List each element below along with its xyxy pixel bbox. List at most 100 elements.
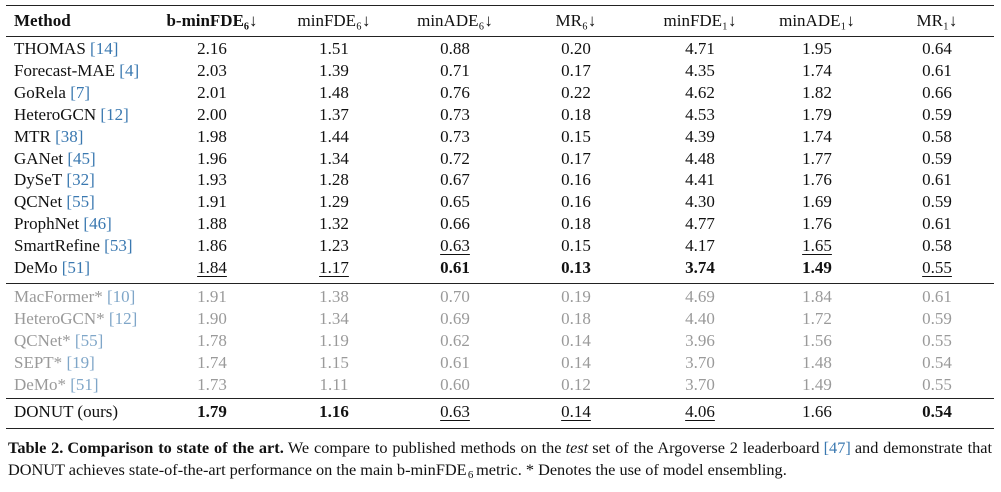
- column-header: Method: [14, 11, 71, 30]
- value-cell: 4.39: [685, 126, 715, 146]
- value-cell: 2.03: [197, 60, 227, 80]
- method-name: SEPT*: [14, 352, 63, 372]
- column-header: minADE₆↓: [417, 11, 493, 30]
- value-cell: 0.73: [440, 126, 470, 146]
- caption-text: We compare to published methods on the: [287, 438, 562, 457]
- value-cell: 3.70: [685, 374, 715, 394]
- value-cell: 1.72: [802, 308, 832, 328]
- value-cell: 1.23: [319, 236, 349, 256]
- value-cell: 1.77: [802, 148, 832, 168]
- citation: [14]: [90, 39, 119, 58]
- method-cell: MTR [38]: [14, 127, 83, 147]
- value-cell: 0.66: [922, 82, 952, 102]
- method-cell: THOMAS [14]: [14, 39, 118, 59]
- citation: [32]: [66, 170, 95, 190]
- method-cell: DONUT (ours): [14, 402, 118, 422]
- value-cell: 0.63: [440, 236, 470, 256]
- column-header: minFDE₁↓: [663, 11, 737, 30]
- value-cell: 1.49: [802, 258, 832, 277]
- caption: Table 2. Comparison to state of the art. W…: [8, 437, 992, 486]
- value-cell: 1.69: [802, 192, 832, 212]
- value-cell: 4.06: [685, 402, 715, 421]
- method-cell: SmartRefine [53]: [14, 236, 133, 256]
- value-cell: 1.74: [802, 60, 832, 80]
- method-name: GoRela: [14, 82, 66, 102]
- value-cell: 1.56: [802, 330, 832, 350]
- value-cell: 1.76: [802, 214, 832, 234]
- method-name: QCNet*: [14, 330, 71, 350]
- method-cell: QCNet [55]: [14, 192, 95, 212]
- value-cell: 1.84: [802, 287, 832, 306]
- value-cell: 1.34: [319, 148, 349, 168]
- value-cell: 0.61: [922, 214, 952, 234]
- value-cell: 4.71: [685, 39, 715, 58]
- value-cell: 0.17: [561, 148, 591, 168]
- value-cell: 0.15: [561, 236, 591, 256]
- value-cell: 1.73: [197, 374, 227, 394]
- value-cell: 0.55: [922, 330, 952, 350]
- value-cell: 1.17: [319, 258, 349, 277]
- caption-text: 6: [467, 469, 474, 481]
- value-cell: 1.74: [197, 352, 227, 372]
- value-cell: 1.48: [319, 82, 349, 102]
- value-cell: 1.91: [197, 192, 227, 212]
- value-cell: 0.59: [922, 308, 952, 328]
- value-cell: 0.55: [922, 258, 952, 277]
- caption-text: test: [565, 438, 589, 457]
- method-cell: GoRela [7]: [14, 83, 90, 103]
- value-cell: 0.66: [440, 214, 470, 234]
- method-name: DySeT: [14, 170, 63, 190]
- citation: [53]: [104, 236, 133, 256]
- value-cell: 0.58: [922, 236, 952, 256]
- value-cell: 4.35: [685, 60, 715, 80]
- value-cell: 1.37: [319, 104, 349, 124]
- value-cell: 1.19: [319, 330, 349, 350]
- citation: [46]: [83, 214, 112, 234]
- value-cell: 0.73: [440, 104, 470, 124]
- value-cell: 0.14: [561, 352, 591, 372]
- citation: [51]: [61, 258, 91, 277]
- value-cell: 0.61: [922, 170, 952, 190]
- value-cell: 1.76: [802, 170, 832, 190]
- method-name: MTR: [14, 126, 51, 146]
- value-cell: 1.34: [319, 308, 349, 328]
- value-cell: 1.11: [319, 374, 349, 394]
- value-cell: 1.44: [319, 126, 349, 146]
- rule: [6, 5, 994, 6]
- value-cell: 1.91: [197, 287, 227, 306]
- value-cell: 0.72: [440, 148, 470, 168]
- value-cell: 4.17: [685, 236, 715, 256]
- value-cell: 2.16: [197, 39, 227, 58]
- value-cell: 4.69: [685, 287, 715, 306]
- method-name: GANet: [14, 148, 64, 168]
- value-cell: 1.79: [802, 104, 832, 124]
- method-name: HeteroGCN*: [14, 308, 105, 328]
- citation: [4]: [119, 60, 140, 80]
- value-cell: 0.16: [561, 192, 591, 212]
- value-cell: 1.98: [197, 126, 227, 146]
- column-header: b-minFDE₆↓: [166, 11, 258, 30]
- method-cell: Forecast-MAE [4]: [14, 61, 139, 81]
- value-cell: 1.48: [802, 352, 832, 372]
- value-cell: 0.18: [561, 104, 591, 124]
- method-name: THOMAS: [14, 39, 86, 58]
- citation: [55]: [66, 192, 95, 212]
- value-cell: 0.67: [440, 170, 470, 190]
- citation: [55]: [74, 330, 104, 350]
- value-cell: 0.61: [440, 352, 470, 372]
- method-name: DeMo*: [14, 374, 66, 394]
- value-cell: 1.16: [319, 402, 349, 421]
- caption-text: Table 2.: [8, 438, 64, 457]
- value-cell: 0.59: [922, 104, 952, 124]
- citation: [12]: [100, 104, 129, 124]
- method-cell: MacFormer* [10]: [14, 287, 135, 307]
- value-cell: 1.84: [197, 258, 227, 277]
- value-cell: 1.78: [197, 330, 227, 350]
- value-cell: 0.76: [440, 82, 470, 102]
- value-cell: 4.62: [685, 82, 715, 102]
- rule: [6, 283, 994, 284]
- method-cell: SEPT* [19]: [14, 353, 95, 373]
- value-cell: 4.40: [685, 308, 715, 328]
- value-cell: 3.74: [685, 258, 715, 277]
